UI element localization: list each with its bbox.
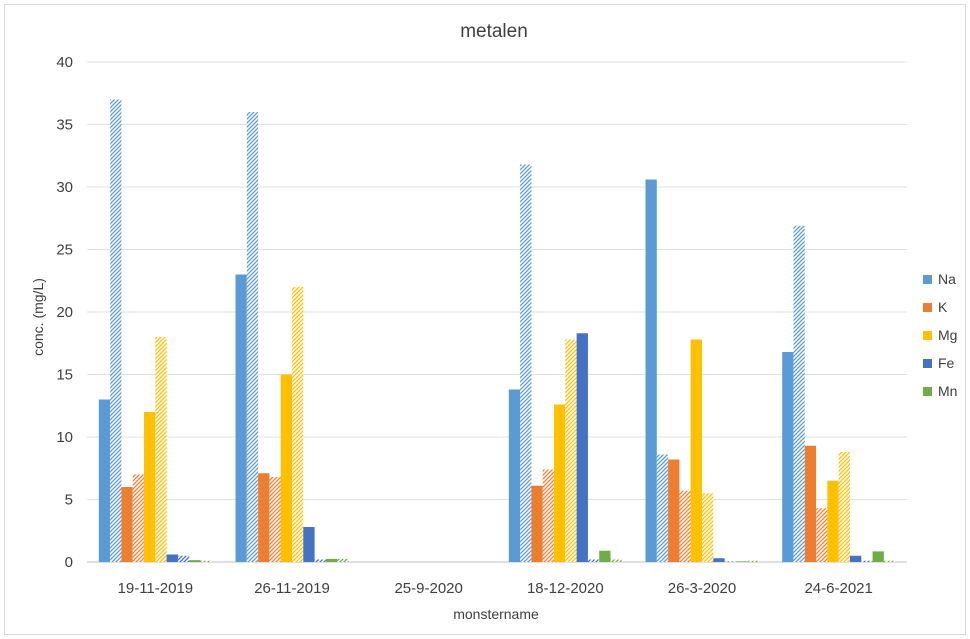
bar-K-24-6-2021 — [804, 445, 817, 562]
bar-hatched-18-12-2020 — [610, 559, 622, 562]
bar-Mg-24-6-2021 — [827, 480, 839, 562]
x-tick-label: 26-11-2019 — [254, 580, 330, 597]
bar-hatched-26-11-2019 — [337, 558, 349, 562]
y-tick-label: 15 — [56, 367, 73, 384]
bar-Na-26-11-2019 — [235, 274, 247, 562]
bar-hatched-24-6-2021 — [793, 225, 805, 562]
bar-Mn-24-6-2021 — [872, 551, 884, 562]
bar-hatched-19-11-2019 — [155, 337, 167, 562]
x-tick-label: 24-6-2021 — [804, 580, 872, 597]
bar-Mg-19-11-2019 — [144, 412, 156, 562]
legend-label: Mn — [938, 383, 957, 399]
bar-Mn-26-11-2019 — [325, 558, 338, 562]
legend-swatch — [923, 303, 932, 312]
bar-hatched-26-3-2020 — [747, 560, 759, 562]
legend-swatch — [923, 331, 932, 340]
y-tick-label: 35 — [56, 117, 73, 134]
legend: Na K Mg Fe Mn — [923, 271, 957, 399]
y-tick-label: 5 — [65, 492, 73, 509]
bar-hatched-24-6-2021 — [883, 560, 896, 562]
bar-Fe-18-12-2020 — [576, 333, 588, 562]
bar-Fe-19-11-2019 — [166, 554, 178, 562]
bar-Mg-26-11-2019 — [280, 374, 292, 562]
bar-Mn-19-11-2019 — [189, 560, 201, 562]
chart-frame: metalen 0 5 10 15 20 25 30 35 40 19-11-2019 26-11… — [4, 4, 966, 635]
y-tick-label: 0 — [65, 554, 73, 571]
bar-chart: metalen 0 5 10 15 20 25 30 35 40 19-11-2019 26-11… — [30, 21, 957, 622]
legend-label: Mg — [938, 327, 957, 343]
bar-hatched-26-11-2019 — [246, 112, 259, 562]
bar-Na-24-6-2021 — [782, 352, 794, 562]
bar-hatched-19-11-2019 — [177, 555, 190, 562]
bar-hatched-18-12-2020 — [520, 164, 532, 562]
x-axis-label: monstername — [453, 606, 539, 622]
bar-hatched-24-6-2021 — [838, 452, 850, 562]
y-axis-label: conc. (mg/L) — [30, 278, 46, 356]
y-axis-ticks: 0 5 10 15 20 25 30 35 40 — [56, 54, 73, 571]
chart-title: metalen — [460, 21, 528, 42]
bar-hatched-26-3-2020 — [656, 454, 669, 562]
bar-hatched-26-11-2019 — [314, 559, 326, 562]
bar-Fe-26-11-2019 — [303, 527, 315, 562]
bar-Fe-24-6-2021 — [849, 555, 862, 562]
x-tick-label: 18-12-2020 — [527, 580, 604, 597]
legend-swatch — [923, 387, 932, 396]
bar-hatched-24-6-2021 — [861, 560, 873, 562]
x-tick-label: 19-11-2019 — [118, 580, 194, 597]
bars — [98, 99, 896, 562]
bar-Mg-18-12-2020 — [554, 404, 566, 562]
bar-Na-18-12-2020 — [508, 389, 521, 562]
y-tick-label: 20 — [56, 304, 73, 321]
legend-label: Na — [938, 271, 956, 287]
bar-Mg-26-3-2020 — [690, 339, 702, 562]
legend-swatch — [923, 275, 932, 284]
bar-Na-19-11-2019 — [98, 399, 111, 562]
bar-hatched-26-11-2019 — [292, 287, 304, 562]
y-tick-label: 30 — [56, 179, 73, 196]
x-tick-label: 25-9-2020 — [394, 580, 462, 597]
legend-label: Fe — [938, 355, 955, 371]
bar-Mn-18-12-2020 — [599, 550, 611, 562]
bar-Fe-26-3-2020 — [713, 558, 725, 562]
bar-hatched-26-3-2020 — [724, 561, 736, 562]
bar-hatched-24-6-2021 — [816, 508, 828, 562]
bar-Mn-26-3-2020 — [735, 561, 748, 562]
bar-hatched-26-3-2020 — [702, 493, 714, 562]
y-tick-label: 10 — [56, 429, 73, 446]
bar-hatched-18-12-2020 — [587, 559, 600, 562]
bar-hatched-19-11-2019 — [132, 474, 145, 562]
bar-hatched-26-11-2019 — [269, 477, 281, 562]
bar-hatched-18-12-2020 — [542, 469, 555, 562]
x-tick-label: 26-3-2020 — [668, 580, 736, 597]
bar-hatched-26-3-2020 — [679, 490, 691, 562]
bar-hatched-19-11-2019 — [110, 99, 122, 562]
bar-Na-26-3-2020 — [645, 179, 657, 562]
bar-K-26-11-2019 — [258, 473, 270, 562]
bar-K-19-11-2019 — [121, 487, 133, 562]
y-tick-label: 25 — [56, 242, 73, 259]
bar-hatched-18-12-2020 — [565, 339, 577, 562]
bar-hatched-19-11-2019 — [200, 560, 212, 562]
x-axis-ticks: 19-11-2019 26-11-2019 25-9-2020 18-12-2020 2… — [118, 580, 873, 597]
bar-K-18-12-2020 — [531, 485, 543, 562]
bar-K-26-3-2020 — [668, 459, 680, 562]
gridlines — [87, 61, 907, 563]
legend-swatch — [923, 359, 932, 368]
y-tick-label: 40 — [56, 54, 73, 71]
legend-label: K — [938, 299, 948, 315]
